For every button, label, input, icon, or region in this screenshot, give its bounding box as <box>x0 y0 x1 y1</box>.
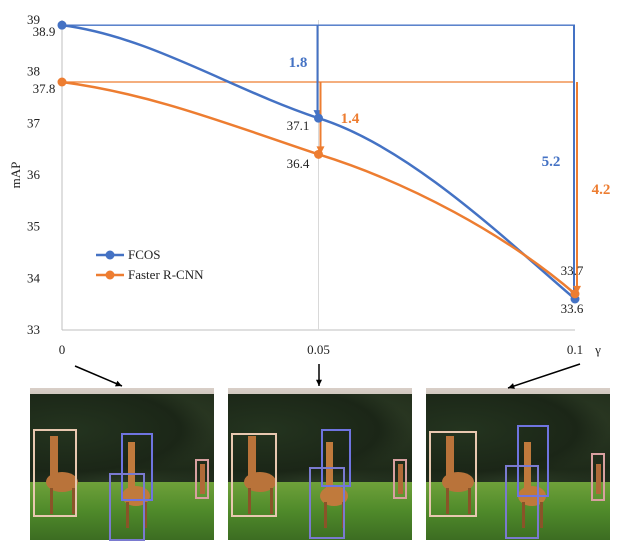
y-tick-label: 39 <box>27 12 40 27</box>
y-tick-label: 33 <box>27 322 40 337</box>
detection-panel-2 <box>228 388 412 540</box>
data-point-label: 37.1 <box>287 118 310 133</box>
legend-swatch-marker <box>105 270 115 280</box>
drop-value-label: 1.4 <box>341 111 360 127</box>
data-point <box>314 149 323 159</box>
legend-swatch-marker <box>105 250 115 260</box>
drop-value-label: 1.8 <box>289 55 308 71</box>
pointer-arrow-head <box>315 379 323 386</box>
data-point <box>314 113 323 123</box>
legend-entry: Faster R-CNN <box>128 267 204 282</box>
drop-lines <box>62 24 581 299</box>
data-point <box>570 289 580 299</box>
data-point-label: 37.8 <box>33 81 56 96</box>
x-tick-label: 0.1 <box>567 342 583 357</box>
x-tick-label: 0.05 <box>307 342 330 357</box>
pointer-arrow-head <box>115 380 122 387</box>
data-point-label: 38.9 <box>33 24 56 39</box>
y-tick-label: 36 <box>27 167 41 182</box>
drop-value-label: 5.2 <box>542 154 561 170</box>
detection-panel-3 <box>426 388 610 540</box>
detection-panel-1 <box>30 388 214 540</box>
data-point-label: 33.6 <box>561 301 584 316</box>
x-tick-label: 0 <box>59 342 66 357</box>
series-layer <box>57 20 580 304</box>
labels-layer: 38.9 37.1 33.6 37.8 36.4 33.7 1.8 1.4 5.2 4.2 <box>33 24 611 316</box>
y-tick-label: 37 <box>27 115 41 130</box>
x-axis-label: γ <box>594 342 601 357</box>
y-axis-label: mAP <box>8 162 23 189</box>
data-point <box>57 77 67 87</box>
axes: 33 34 35 36 37 38 39 0 0.05 0.1 mAP γ <box>8 12 601 357</box>
y-tick-label: 34 <box>27 270 41 285</box>
y-tick-label: 35 <box>27 219 40 234</box>
y-tick-label: 38 <box>27 64 40 79</box>
data-point-label: 33.7 <box>561 263 584 278</box>
data-point <box>57 20 67 30</box>
data-point-label: 36.4 <box>287 156 310 171</box>
drop-value-label: 4.2 <box>592 182 611 198</box>
legend-entry: FCOS <box>128 247 161 262</box>
legend: FCOS Faster R-CNN <box>96 247 204 282</box>
